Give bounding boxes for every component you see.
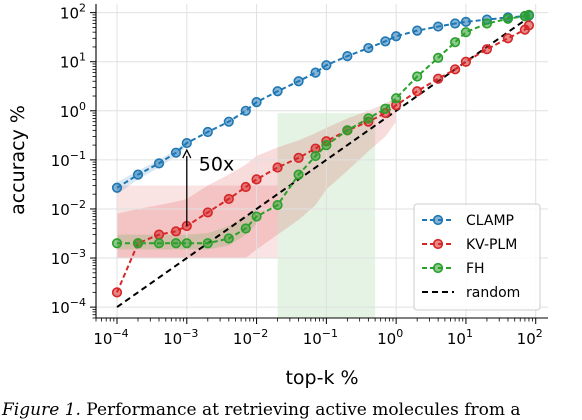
point-clamp [391, 31, 402, 42]
annotation-50x: 50x [182, 148, 234, 226]
point-clamp [202, 126, 213, 138]
x-tick-label: 100 [377, 327, 403, 348]
point-fh [293, 169, 304, 180]
x-tick-label: 102 [517, 327, 543, 348]
x-axis-label: top-k % [285, 367, 358, 389]
legend-marker-fh [432, 262, 444, 274]
point-kv-plm [202, 207, 213, 218]
point-clamp [223, 116, 234, 127]
point-kv-plm [170, 226, 182, 237]
point-clamp [321, 60, 332, 71]
x-tick-label: 101 [447, 327, 473, 348]
accuracy-vs-topk-chart: 50x 10−4 10−3 10−2 10−1 100 101 10210−410−310−… [7, 2, 548, 389]
y-tick-label: 10−2 [51, 198, 86, 219]
point-clamp [342, 51, 353, 62]
point-clamp [450, 18, 461, 29]
point-fh [170, 238, 182, 249]
legend-label-random: random [466, 285, 520, 301]
point-clamp [433, 21, 444, 32]
point-fh [523, 9, 535, 20]
y-axis-label: accuracy % [7, 105, 29, 215]
point-kv-plm [223, 193, 234, 205]
x-tick-label: 10−1 [303, 327, 338, 348]
point-clamp [310, 67, 321, 78]
point-kv-plm [433, 73, 444, 84]
point-fh [450, 37, 461, 48]
y-tick-label: 10−1 [51, 149, 86, 170]
point-kv-plm [460, 56, 472, 67]
legend-label-clamp: CLAMP [466, 213, 514, 229]
point-kv-plm [523, 20, 535, 31]
point-fh [342, 125, 353, 136]
point-kv-plm [272, 162, 283, 173]
legend-marker-kv-plm [432, 238, 444, 250]
point-kv-plm [240, 181, 251, 193]
point-fh [111, 238, 123, 249]
point-fh [240, 223, 251, 234]
x-tick-label: 10−4 [93, 327, 128, 348]
point-kv-plm [293, 152, 304, 163]
point-clamp [363, 42, 374, 54]
point-kv-plm [450, 64, 461, 75]
point-fh [181, 238, 192, 249]
point-fh [272, 199, 283, 211]
point-fh [310, 150, 321, 162]
y-tick-label: 102 [60, 2, 86, 23]
point-fh [153, 238, 165, 249]
legend-label-kv-plm: KV-PLM [466, 237, 517, 253]
point-clamp [181, 137, 192, 149]
legend-marker-clamp [432, 214, 444, 226]
legend: CLAMP KV-PLM FH random [413, 203, 541, 311]
point-fh [391, 93, 402, 104]
y-tick-label: 101 [60, 51, 86, 72]
point-clamp [153, 158, 165, 169]
point-fh [363, 113, 374, 124]
point-fh [412, 71, 423, 82]
point-fh [380, 103, 391, 114]
point-kv-plm [251, 174, 262, 185]
annotation-arrow-head [182, 148, 192, 159]
legend-box [413, 203, 541, 311]
random-baseline [116, 16, 530, 308]
point-clamp [251, 97, 262, 108]
point-kv-plm [502, 33, 514, 44]
point-clamp [412, 25, 423, 36]
point-kv-plm [481, 44, 493, 55]
annotation-label: 50x [199, 154, 234, 176]
point-clamp [240, 105, 251, 116]
point-fh [223, 233, 234, 244]
caption-lead: Figure 1. [2, 400, 81, 420]
point-fh [481, 18, 493, 29]
point-fh [502, 13, 514, 24]
point-clamp [460, 16, 472, 27]
caption-text: Performance at retrieving active molecul… [80, 400, 521, 420]
point-kv-plm [153, 229, 165, 240]
figure-caption: Figure 1. Performance at retrieving acti… [2, 400, 582, 420]
y-tick-label: 10−4 [51, 296, 86, 317]
point-fh [460, 27, 472, 38]
point-kv-plm [412, 86, 423, 97]
point-clamp [170, 147, 182, 158]
point-fh [251, 211, 262, 222]
point-kv-plm [111, 287, 123, 298]
tick-labels: 10−4 10−3 10−2 10−1 100 101 102 10−4 10−3 10−2 10−… [51, 2, 543, 348]
point-fh [321, 140, 332, 151]
point-fh [132, 238, 144, 249]
point-fh [433, 52, 444, 63]
point-clamp [111, 182, 123, 193]
y-tick-label: 100 [60, 100, 86, 121]
point-clamp [132, 169, 144, 180]
point-clamp [272, 86, 283, 97]
y-tick-label: 10−3 [51, 247, 86, 268]
point-clamp [293, 76, 304, 87]
legend-label-fh: FH [466, 261, 485, 277]
point-clamp [380, 36, 391, 47]
x-tick-label: 10−2 [233, 327, 268, 348]
x-tick-label: 10−3 [163, 327, 198, 348]
series-line-random [116, 16, 530, 308]
point-fh [202, 238, 213, 249]
